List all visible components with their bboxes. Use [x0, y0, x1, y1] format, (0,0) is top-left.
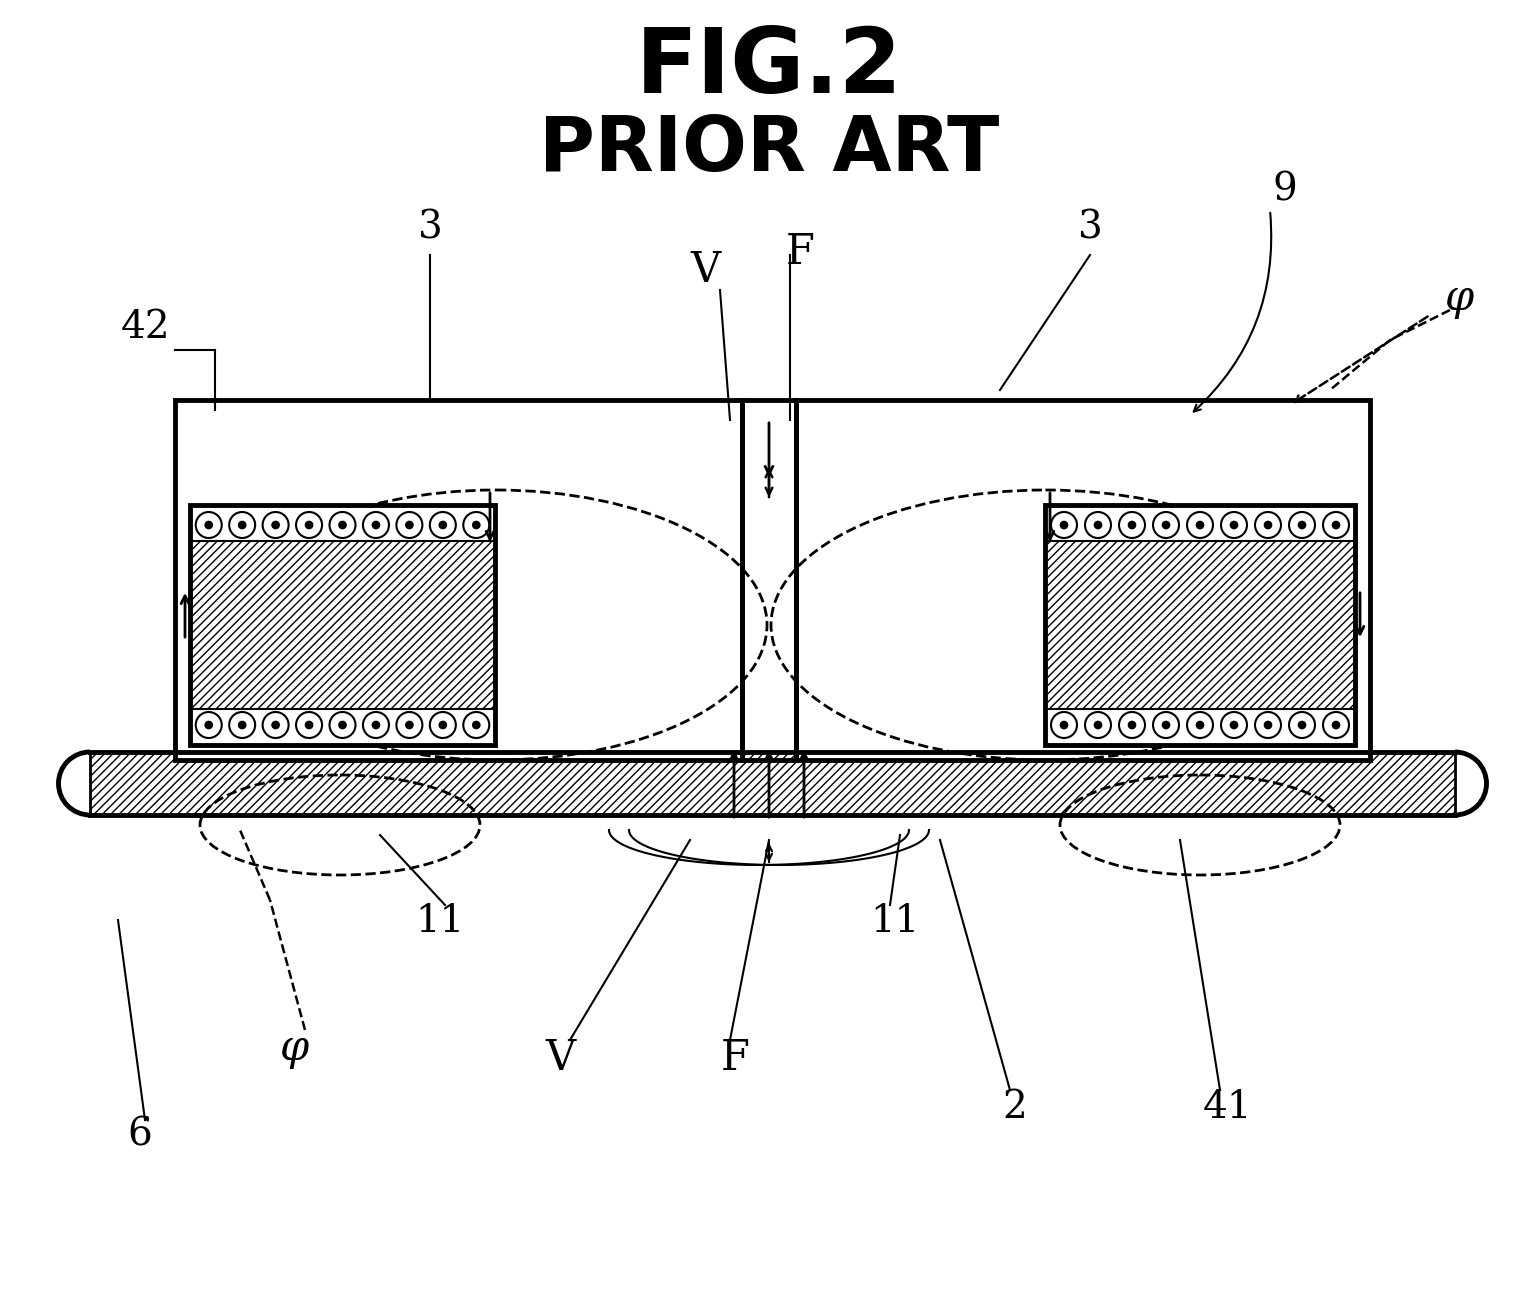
Text: F: F [785, 231, 814, 273]
Circle shape [372, 521, 380, 528]
Circle shape [1094, 521, 1102, 528]
Circle shape [239, 521, 246, 528]
Circle shape [1060, 521, 1068, 528]
Circle shape [372, 721, 380, 728]
Bar [189, 505, 496, 745]
Text: 42: 42 [120, 310, 169, 346]
Text: 9: 9 [1273, 171, 1297, 209]
Circle shape [1094, 721, 1102, 728]
Circle shape [1196, 521, 1203, 528]
Bar [89, 752, 1454, 816]
Circle shape [1230, 721, 1237, 728]
Circle shape [1299, 721, 1305, 728]
Bar [1045, 505, 1354, 745]
Text: φ: φ [1445, 277, 1474, 319]
Text: 6: 6 [128, 1116, 152, 1154]
Bar [175, 400, 742, 759]
Circle shape [305, 521, 312, 528]
Circle shape [472, 521, 480, 528]
Circle shape [305, 721, 312, 728]
Text: φ: φ [280, 1027, 309, 1069]
Circle shape [1196, 721, 1203, 728]
Circle shape [239, 721, 246, 728]
Circle shape [339, 521, 346, 528]
Circle shape [205, 721, 212, 728]
Circle shape [1299, 521, 1305, 528]
FancyArrowPatch shape [1194, 213, 1271, 412]
Text: 3: 3 [1077, 209, 1102, 247]
Text: V: V [689, 250, 720, 291]
Circle shape [339, 721, 346, 728]
Bar [1045, 541, 1354, 708]
FancyArrowPatch shape [1294, 316, 1428, 403]
Text: 41: 41 [1203, 1090, 1253, 1127]
Text: V: V [545, 1036, 576, 1080]
Circle shape [1128, 521, 1136, 528]
Circle shape [1060, 721, 1068, 728]
Text: FIG.2: FIG.2 [636, 24, 902, 112]
Bar [189, 541, 496, 708]
Circle shape [205, 521, 212, 528]
Text: F: F [720, 1036, 749, 1080]
Circle shape [1162, 521, 1170, 528]
Circle shape [406, 721, 412, 728]
Circle shape [272, 521, 279, 528]
Text: PRIOR ART: PRIOR ART [539, 112, 999, 187]
Circle shape [1265, 521, 1271, 528]
Circle shape [1128, 721, 1136, 728]
Circle shape [472, 721, 480, 728]
Circle shape [406, 521, 412, 528]
Text: 11: 11 [416, 903, 465, 941]
Circle shape [1162, 721, 1170, 728]
Bar [796, 400, 1370, 759]
Circle shape [1265, 721, 1271, 728]
Circle shape [1333, 721, 1339, 728]
Circle shape [439, 721, 446, 728]
Text: 11: 11 [871, 903, 920, 941]
Text: 2: 2 [1002, 1090, 1028, 1127]
Text: 3: 3 [417, 209, 442, 247]
Circle shape [1230, 521, 1237, 528]
Circle shape [1333, 521, 1339, 528]
Circle shape [439, 521, 446, 528]
Circle shape [272, 721, 279, 728]
